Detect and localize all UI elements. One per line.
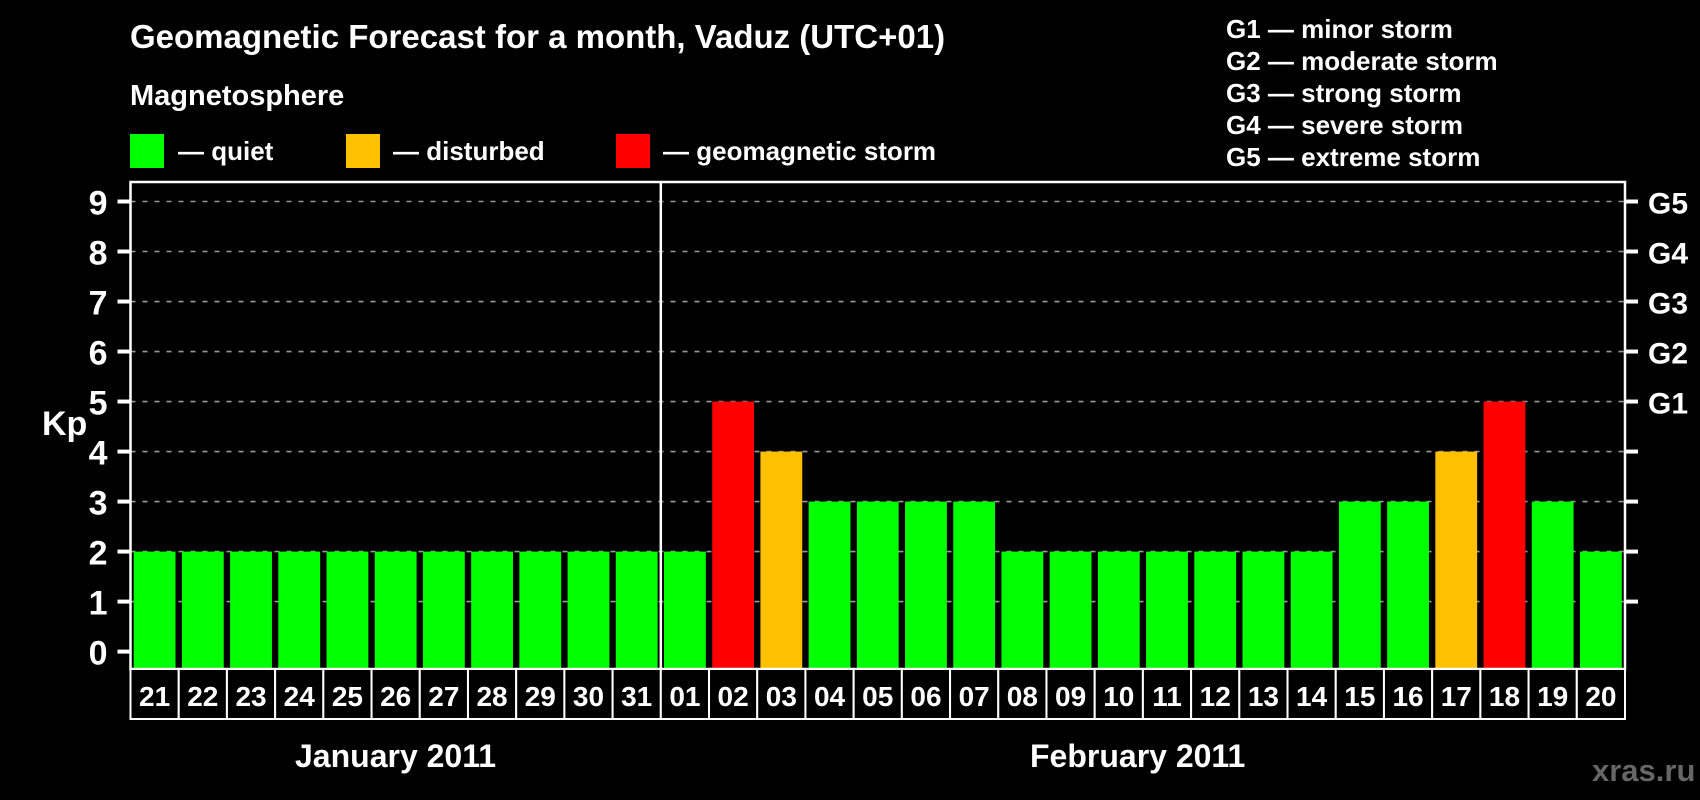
svg-text:07: 07 xyxy=(959,681,990,712)
svg-text:28: 28 xyxy=(476,681,507,712)
svg-text:G4: G4 xyxy=(1648,238,1688,271)
svg-text:6: 6 xyxy=(89,335,108,373)
svg-text:18: 18 xyxy=(1489,681,1520,712)
svg-text:04: 04 xyxy=(814,681,846,712)
svg-text:21: 21 xyxy=(139,681,170,712)
svg-text:22: 22 xyxy=(187,681,218,712)
svg-text:G3: G3 xyxy=(1648,288,1688,321)
svg-text:17: 17 xyxy=(1441,681,1472,712)
svg-text:9: 9 xyxy=(89,185,108,223)
svg-text:14: 14 xyxy=(1296,681,1328,712)
svg-text:02: 02 xyxy=(718,681,749,712)
svg-text:13: 13 xyxy=(1248,681,1279,712)
svg-text:31: 31 xyxy=(621,681,652,712)
svg-text:24: 24 xyxy=(284,681,316,712)
svg-text:29: 29 xyxy=(525,681,556,712)
svg-text:3: 3 xyxy=(89,485,108,523)
svg-text:G1: G1 xyxy=(1648,388,1688,421)
svg-text:03: 03 xyxy=(766,681,797,712)
svg-text:0: 0 xyxy=(89,635,108,673)
svg-text:2: 2 xyxy=(89,535,108,573)
svg-text:30: 30 xyxy=(573,681,604,712)
svg-text:27: 27 xyxy=(428,681,459,712)
svg-text:10: 10 xyxy=(1103,681,1134,712)
svg-text:25: 25 xyxy=(332,681,363,712)
svg-text:12: 12 xyxy=(1200,681,1231,712)
svg-text:8: 8 xyxy=(89,235,108,273)
svg-text:16: 16 xyxy=(1392,681,1423,712)
svg-text:09: 09 xyxy=(1055,681,1086,712)
svg-text:15: 15 xyxy=(1344,681,1375,712)
svg-text:19: 19 xyxy=(1537,681,1568,712)
svg-text:20: 20 xyxy=(1585,681,1616,712)
svg-text:11: 11 xyxy=(1152,681,1182,712)
svg-text:5: 5 xyxy=(89,385,108,423)
svg-text:05: 05 xyxy=(862,681,893,712)
svg-text:06: 06 xyxy=(910,681,941,712)
svg-text:G5: G5 xyxy=(1648,188,1688,221)
svg-text:01: 01 xyxy=(669,681,700,712)
svg-text:23: 23 xyxy=(235,681,266,712)
svg-text:7: 7 xyxy=(89,285,108,323)
svg-text:1: 1 xyxy=(89,585,108,623)
svg-text:08: 08 xyxy=(1007,681,1038,712)
svg-text:G2: G2 xyxy=(1648,338,1688,371)
svg-text:4: 4 xyxy=(89,435,108,473)
svg-text:26: 26 xyxy=(380,681,411,712)
